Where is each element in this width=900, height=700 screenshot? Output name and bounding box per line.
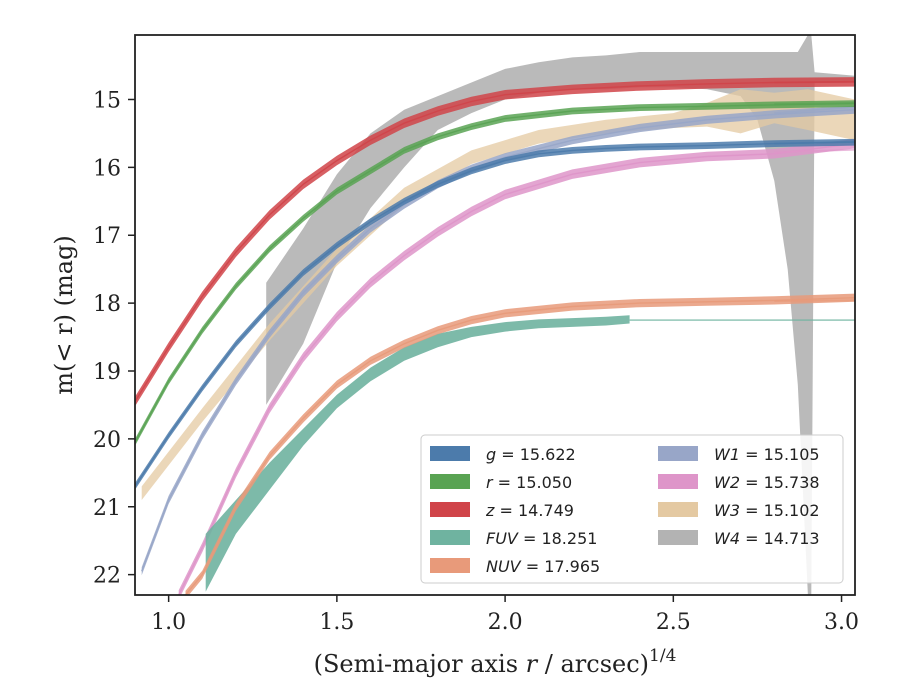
series-g-asymptote bbox=[774, 140, 855, 145]
series-fuv bbox=[205, 315, 855, 592]
series-r bbox=[135, 100, 855, 446]
legend-swatch bbox=[658, 502, 698, 517]
series-z-asymptote bbox=[774, 80, 855, 84]
series-w2-asymptote bbox=[774, 148, 855, 154]
y-tick-label: 18 bbox=[93, 292, 121, 317]
legend-label: r = 15.050 bbox=[486, 473, 572, 492]
legend-swatch bbox=[430, 530, 470, 545]
legend-label: W4 = 14.713 bbox=[714, 529, 820, 548]
legend-swatch bbox=[430, 474, 470, 489]
legend-label: W2 = 15.738 bbox=[714, 473, 820, 492]
series-z bbox=[135, 77, 855, 407]
legend-swatch bbox=[658, 474, 698, 489]
series-w2-line bbox=[178, 142, 855, 595]
series-nuv-line bbox=[184, 297, 855, 595]
series-fuv-band bbox=[205, 315, 630, 592]
legend-item-g: g = 15.622 bbox=[430, 445, 576, 464]
y-tick-label: 20 bbox=[93, 428, 121, 453]
legend-label: FUV = 18.251 bbox=[486, 529, 597, 548]
y-tick-label: 17 bbox=[93, 224, 121, 249]
legend-swatch bbox=[430, 446, 470, 461]
legend-label: W3 = 15.102 bbox=[714, 501, 820, 520]
legend-frame bbox=[420, 434, 844, 584]
legend-swatch bbox=[658, 446, 698, 461]
legend-label: NUV = 17.965 bbox=[486, 557, 600, 576]
y-tick-label: 16 bbox=[93, 156, 121, 181]
series-g bbox=[135, 138, 855, 490]
x-tick-label: 2.0 bbox=[488, 610, 523, 635]
series-w1-asymptote bbox=[774, 106, 855, 114]
x-axis-title: (Semi-major axis r / arcsec)1/4 bbox=[314, 646, 677, 678]
series-g-line bbox=[135, 141, 855, 487]
legend-swatch bbox=[430, 502, 470, 517]
series-r-asymptote bbox=[774, 102, 855, 106]
legend-item-w3: W3 = 15.102 bbox=[658, 501, 820, 520]
y-axis-title: m(< r) (mag) bbox=[50, 235, 78, 394]
legend-swatch bbox=[658, 530, 698, 545]
axes-layer: 1.0 1.5 2.0 2.5 3.0 15 16 17 18 19 20 21 22 bbox=[93, 88, 859, 635]
legend-item-w1: W1 = 15.105 bbox=[658, 445, 820, 464]
legend-item-w2: W2 = 15.738 bbox=[658, 473, 820, 492]
x-tick-label: 2.5 bbox=[656, 610, 691, 635]
x-tick-label: 3.0 bbox=[824, 610, 859, 635]
legend-label: W1 = 15.105 bbox=[714, 445, 820, 464]
legend-item-z: z = 14.749 bbox=[430, 501, 574, 520]
plot-frame bbox=[134, 34, 856, 596]
series-nuv-asymptote bbox=[774, 299, 855, 302]
x-tick-label: 1.0 bbox=[151, 610, 186, 635]
y-tick-label: 19 bbox=[93, 360, 121, 385]
legend-item-fuv: FUV = 18.251 bbox=[430, 529, 597, 548]
series-layer bbox=[135, 35, 855, 595]
legend-item-w4: W4 = 14.713 bbox=[658, 529, 820, 548]
legend-swatch bbox=[430, 558, 470, 573]
y-tick-label: 22 bbox=[93, 564, 121, 589]
series-w2 bbox=[178, 138, 855, 595]
y-tick-label: 21 bbox=[93, 496, 121, 521]
series-nuv bbox=[184, 293, 855, 595]
series-r-line bbox=[135, 102, 855, 443]
y-tick-label: 15 bbox=[93, 88, 121, 113]
legend: g = 15.622 r = 15.050 z = 14.749 FUV = 18.2… bbox=[420, 434, 844, 584]
legend-item-r: r = 15.050 bbox=[430, 473, 572, 492]
x-tick-label: 1.5 bbox=[319, 610, 354, 635]
legend-label: z = 14.749 bbox=[485, 501, 574, 520]
series-z-line bbox=[135, 81, 855, 402]
legend-item-nuv: NUV = 17.965 bbox=[430, 557, 600, 576]
legend-label: g = 15.622 bbox=[486, 445, 576, 464]
